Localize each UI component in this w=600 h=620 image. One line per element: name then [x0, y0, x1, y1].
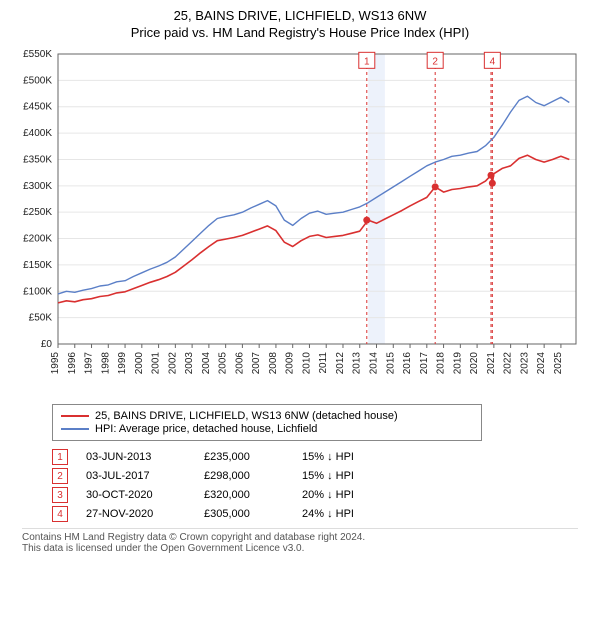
svg-text:2007: 2007 [251, 352, 262, 375]
transaction-hpi-delta: 15% ↓ HPI [302, 470, 402, 482]
transaction-row: 4 27-NOV-2020 £305,000 24% ↓ HPI [52, 506, 578, 522]
svg-text:£300K: £300K [23, 181, 52, 192]
transaction-index: 2 [52, 468, 68, 484]
svg-text:2000: 2000 [134, 352, 145, 375]
svg-text:1: 1 [364, 56, 370, 67]
svg-text:2008: 2008 [268, 352, 279, 375]
chart-subtitle: Price paid vs. HM Land Registry's House … [10, 25, 590, 40]
data-attribution: Contains HM Land Registry data © Crown c… [22, 528, 578, 554]
transaction-price: £298,000 [204, 470, 284, 482]
transaction-hpi-delta: 24% ↓ HPI [302, 508, 402, 520]
svg-text:£100K: £100K [23, 286, 52, 297]
svg-text:£0: £0 [41, 339, 53, 350]
transaction-date: 03-JUN-2013 [86, 451, 186, 463]
price-chart: £0 £50K £100K £150K £200K £250K £300K £350K £400… [10, 46, 590, 396]
svg-text:2020: 2020 [469, 352, 480, 375]
svg-text:2022: 2022 [503, 352, 514, 375]
svg-text:2004: 2004 [201, 352, 212, 375]
svg-text:1999: 1999 [117, 352, 128, 375]
legend-swatch [61, 415, 89, 417]
footer-line-2: This data is licensed under the Open Gov… [22, 543, 578, 554]
report-container: 25, BAINS DRIVE, LICHFIELD, WS13 6NW Pri… [0, 0, 600, 564]
svg-text:2021: 2021 [486, 352, 497, 375]
svg-text:£450K: £450K [23, 102, 52, 113]
svg-text:2013: 2013 [352, 352, 363, 375]
svg-text:2018: 2018 [436, 352, 447, 375]
svg-text:2006: 2006 [234, 352, 245, 375]
transaction-index: 3 [52, 487, 68, 503]
svg-text:2015: 2015 [385, 352, 396, 375]
svg-text:1998: 1998 [100, 352, 111, 375]
svg-text:2024: 2024 [536, 352, 547, 375]
svg-text:£550K: £550K [23, 49, 52, 60]
svg-text:2005: 2005 [218, 352, 229, 375]
transaction-price: £305,000 [204, 508, 284, 520]
transaction-row: 1 03-JUN-2013 £235,000 15% ↓ HPI [52, 449, 578, 465]
svg-text:£350K: £350K [23, 154, 52, 165]
transaction-index: 1 [52, 449, 68, 465]
transaction-index: 4 [52, 506, 68, 522]
svg-text:2023: 2023 [519, 352, 530, 375]
svg-text:2009: 2009 [285, 352, 296, 375]
legend-item: HPI: Average price, detached house, Lich… [61, 423, 473, 435]
svg-text:1995: 1995 [50, 352, 61, 375]
chart-area: £0 £50K £100K £150K £200K £250K £300K £350K £400… [10, 46, 590, 396]
svg-text:4: 4 [490, 56, 496, 67]
transaction-price: £235,000 [204, 451, 284, 463]
transaction-hpi-delta: 20% ↓ HPI [302, 489, 402, 501]
svg-text:2016: 2016 [402, 352, 413, 375]
transaction-table: 1 03-JUN-2013 £235,000 15% ↓ HPI 2 03-JUL-201… [52, 449, 578, 522]
svg-text:£200K: £200K [23, 234, 52, 245]
legend: 25, BAINS DRIVE, LICHFIELD, WS13 6NW (de… [52, 404, 482, 441]
chart-title: 25, BAINS DRIVE, LICHFIELD, WS13 6NW [10, 8, 590, 23]
transaction-price: £320,000 [204, 489, 284, 501]
svg-text:2019: 2019 [452, 352, 463, 375]
transaction-row: 3 30-OCT-2020 £320,000 20% ↓ HPI [52, 487, 578, 503]
svg-text:1996: 1996 [67, 352, 78, 375]
svg-text:2001: 2001 [151, 352, 162, 375]
svg-text:2002: 2002 [167, 352, 178, 375]
svg-text:2003: 2003 [184, 352, 195, 375]
footer-line-1: Contains HM Land Registry data © Crown c… [22, 532, 578, 543]
svg-text:2011: 2011 [318, 352, 329, 374]
transaction-row: 2 03-JUL-2017 £298,000 15% ↓ HPI [52, 468, 578, 484]
svg-text:2: 2 [432, 56, 438, 67]
legend-label: 25, BAINS DRIVE, LICHFIELD, WS13 6NW (de… [95, 410, 398, 422]
svg-text:£500K: £500K [23, 75, 52, 86]
legend-label: HPI: Average price, detached house, Lich… [95, 423, 317, 435]
svg-text:2010: 2010 [301, 352, 312, 375]
svg-text:2014: 2014 [369, 352, 380, 375]
svg-text:2017: 2017 [419, 352, 430, 375]
transaction-hpi-delta: 15% ↓ HPI [302, 451, 402, 463]
svg-text:£150K: £150K [23, 260, 52, 271]
transaction-date: 03-JUL-2017 [86, 470, 186, 482]
legend-swatch [61, 428, 89, 430]
svg-text:£250K: £250K [23, 207, 52, 218]
svg-text:2012: 2012 [335, 352, 346, 375]
svg-text:£50K: £50K [29, 313, 53, 324]
svg-text:£400K: £400K [23, 128, 52, 139]
transaction-date: 27-NOV-2020 [86, 508, 186, 520]
svg-text:1997: 1997 [84, 352, 95, 375]
svg-text:2025: 2025 [553, 352, 564, 375]
transaction-date: 30-OCT-2020 [86, 489, 186, 501]
legend-item: 25, BAINS DRIVE, LICHFIELD, WS13 6NW (de… [61, 410, 473, 422]
